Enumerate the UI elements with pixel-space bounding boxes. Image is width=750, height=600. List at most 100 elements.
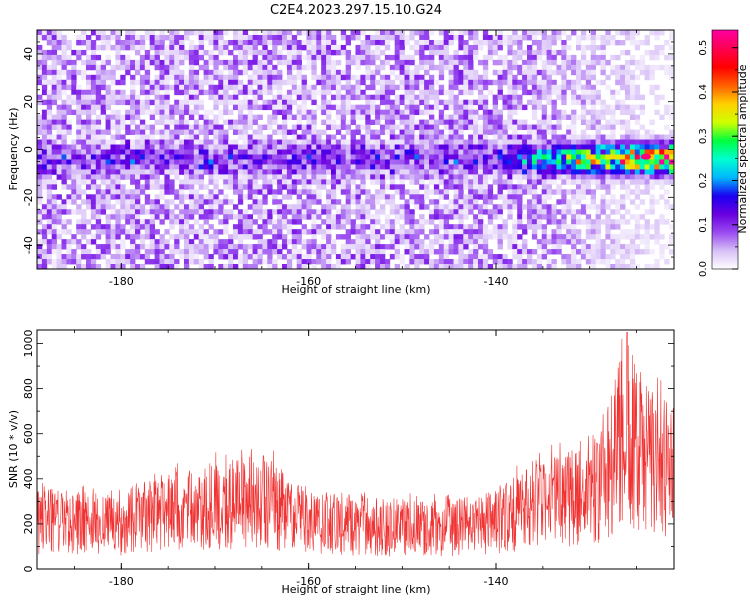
heatmap-cell: [345, 244, 351, 250]
heatmap-cell: [409, 194, 415, 200]
heatmap-cell: [95, 169, 102, 175]
heatmap-cell: [433, 64, 440, 71]
heatmap-cell: [130, 99, 136, 106]
heatmap-cell: [478, 189, 484, 195]
heatmap-cell: [144, 229, 151, 235]
heatmap-cell: [365, 164, 371, 170]
heatmap-cell: [438, 54, 445, 61]
heatmap-cell: [306, 144, 312, 150]
heatmap-cell: [365, 224, 371, 230]
heatmap-cell: [149, 204, 155, 210]
heatmap-cell: [453, 249, 459, 255]
heatmap-cell: [404, 199, 410, 205]
heatmap-cell: [649, 139, 655, 145]
heatmap-cell: [169, 179, 175, 185]
heatmap-cell: [590, 234, 596, 240]
heatmap-cell: [541, 59, 547, 66]
heatmap-cell: [424, 84, 430, 91]
heatmap-cell: [316, 209, 322, 215]
heatmap-cell: [561, 159, 567, 165]
heatmap-cell: [301, 84, 307, 91]
heatmap-cell: [580, 69, 587, 76]
heatmap-cell: [384, 119, 391, 126]
heatmap-cell: [625, 104, 631, 111]
heatmap-cell: [600, 169, 606, 175]
heatmap-cell: [629, 59, 636, 66]
heatmap-cell: [90, 204, 97, 210]
heatmap-cell: [262, 54, 268, 61]
heatmap-cell: [46, 109, 53, 116]
heatmap-cell: [419, 119, 425, 126]
heatmap-cell: [218, 109, 224, 116]
heatmap-cell: [193, 194, 200, 200]
heatmap-cell: [311, 129, 317, 135]
heatmap-cell: [213, 144, 219, 150]
heatmap-cell: [179, 49, 185, 56]
heatmap-cell: [531, 169, 538, 175]
heatmap-cell: [468, 139, 474, 145]
heatmap-cell: [340, 44, 347, 51]
heatmap-cell: [585, 84, 592, 91]
heatmap-cell: [566, 134, 572, 140]
heatmap-cell: [429, 219, 435, 225]
heatmap-cell: [262, 39, 268, 46]
heatmap-cell: [252, 259, 258, 265]
heatmap-cell: [463, 229, 469, 235]
heatmap-cell: [463, 119, 469, 126]
heatmap-cell: [86, 54, 92, 61]
heatmap-cell: [282, 239, 288, 245]
heatmap-cell: [659, 234, 665, 240]
heatmap-cell: [331, 84, 337, 91]
heatmap-cell: [90, 224, 97, 230]
heatmap-cell: [223, 239, 229, 245]
heatmap-cell: [629, 114, 636, 121]
heatmap-cell: [154, 104, 160, 111]
heatmap-cell: [438, 89, 445, 96]
heatmap-cell: [144, 194, 151, 200]
heatmap-cell: [326, 219, 332, 225]
heatmap-cell: [345, 249, 351, 255]
heatmap-cell: [517, 69, 523, 76]
heatmap-cell: [154, 84, 160, 91]
heatmap-cell: [370, 129, 376, 135]
heatmap-cell: [566, 34, 572, 41]
heatmap-cell: [110, 164, 116, 170]
heatmap-cell: [620, 159, 626, 165]
heatmap-cell: [242, 114, 249, 121]
heatmap-cell: [507, 164, 513, 170]
heatmap-cell: [556, 84, 562, 91]
heatmap-cell: [154, 89, 160, 96]
heatmap-cell: [326, 89, 332, 96]
heatmap-cell: [541, 159, 547, 165]
heatmap-cell: [458, 69, 464, 76]
heatmap-cell: [46, 179, 53, 185]
heatmap-cell: [531, 184, 538, 190]
heatmap-cell: [95, 214, 102, 220]
heatmap-cell: [571, 239, 577, 245]
heatmap-cell: [365, 104, 371, 111]
heatmap-cell: [66, 149, 72, 155]
heatmap-cell: [46, 249, 53, 255]
heatmap-cell: [331, 264, 337, 270]
heatmap-cell: [571, 114, 577, 121]
heatmap-cell: [492, 144, 498, 150]
heatmap-cell: [242, 249, 249, 255]
heatmap-cell: [95, 204, 102, 210]
heatmap-cell: [600, 49, 606, 56]
heatmap-cell: [512, 224, 518, 230]
heatmap-cell: [218, 79, 224, 86]
heatmap-cell: [576, 169, 582, 175]
heatmap-cell: [311, 174, 317, 180]
heatmap-cell: [154, 239, 160, 245]
heatmap-cell: [502, 199, 508, 205]
heatmap-cell: [345, 94, 351, 101]
heatmap-cell: [76, 39, 82, 46]
heatmap-cell: [81, 179, 87, 185]
heatmap-cell: [120, 254, 126, 260]
heatmap-cell: [286, 259, 293, 265]
heatmap-cell: [198, 124, 204, 130]
heatmap-cell: [380, 179, 386, 185]
heatmap-cell: [203, 159, 209, 165]
heatmap-cell: [541, 74, 547, 81]
heatmap-cell: [478, 99, 484, 106]
